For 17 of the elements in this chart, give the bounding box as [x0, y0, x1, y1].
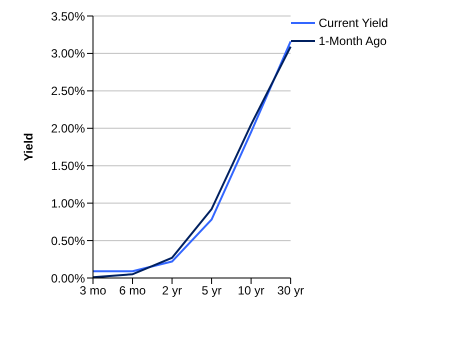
x-tick-label: 10 yr: [238, 284, 264, 298]
x-tick-label: 6 mo: [119, 284, 146, 298]
y-axis-title: Yield: [21, 132, 36, 162]
y-tick-label: 1.50%: [50, 158, 86, 173]
y-tick-label: 0.50%: [50, 234, 86, 248]
x-tick-label: 2 yr: [162, 284, 182, 298]
y-tick-label: 2.50%: [50, 84, 86, 98]
x-tick-label: 3 mo: [80, 284, 107, 298]
legend-label: Current Yield: [318, 16, 388, 30]
y-tick-label: 0.00%: [50, 271, 86, 286]
x-tick-label: 5 yr: [202, 284, 222, 298]
y-tick-label: 3.50%: [50, 9, 86, 24]
y-tick-label: 2.00%: [50, 122, 86, 136]
y-tick-label: 1.00%: [50, 196, 86, 210]
y-tick-label: 3.00%: [50, 46, 86, 61]
x-tick-label: 30 yr: [277, 284, 304, 298]
legend-label: 1-Month Ago: [318, 34, 387, 48]
